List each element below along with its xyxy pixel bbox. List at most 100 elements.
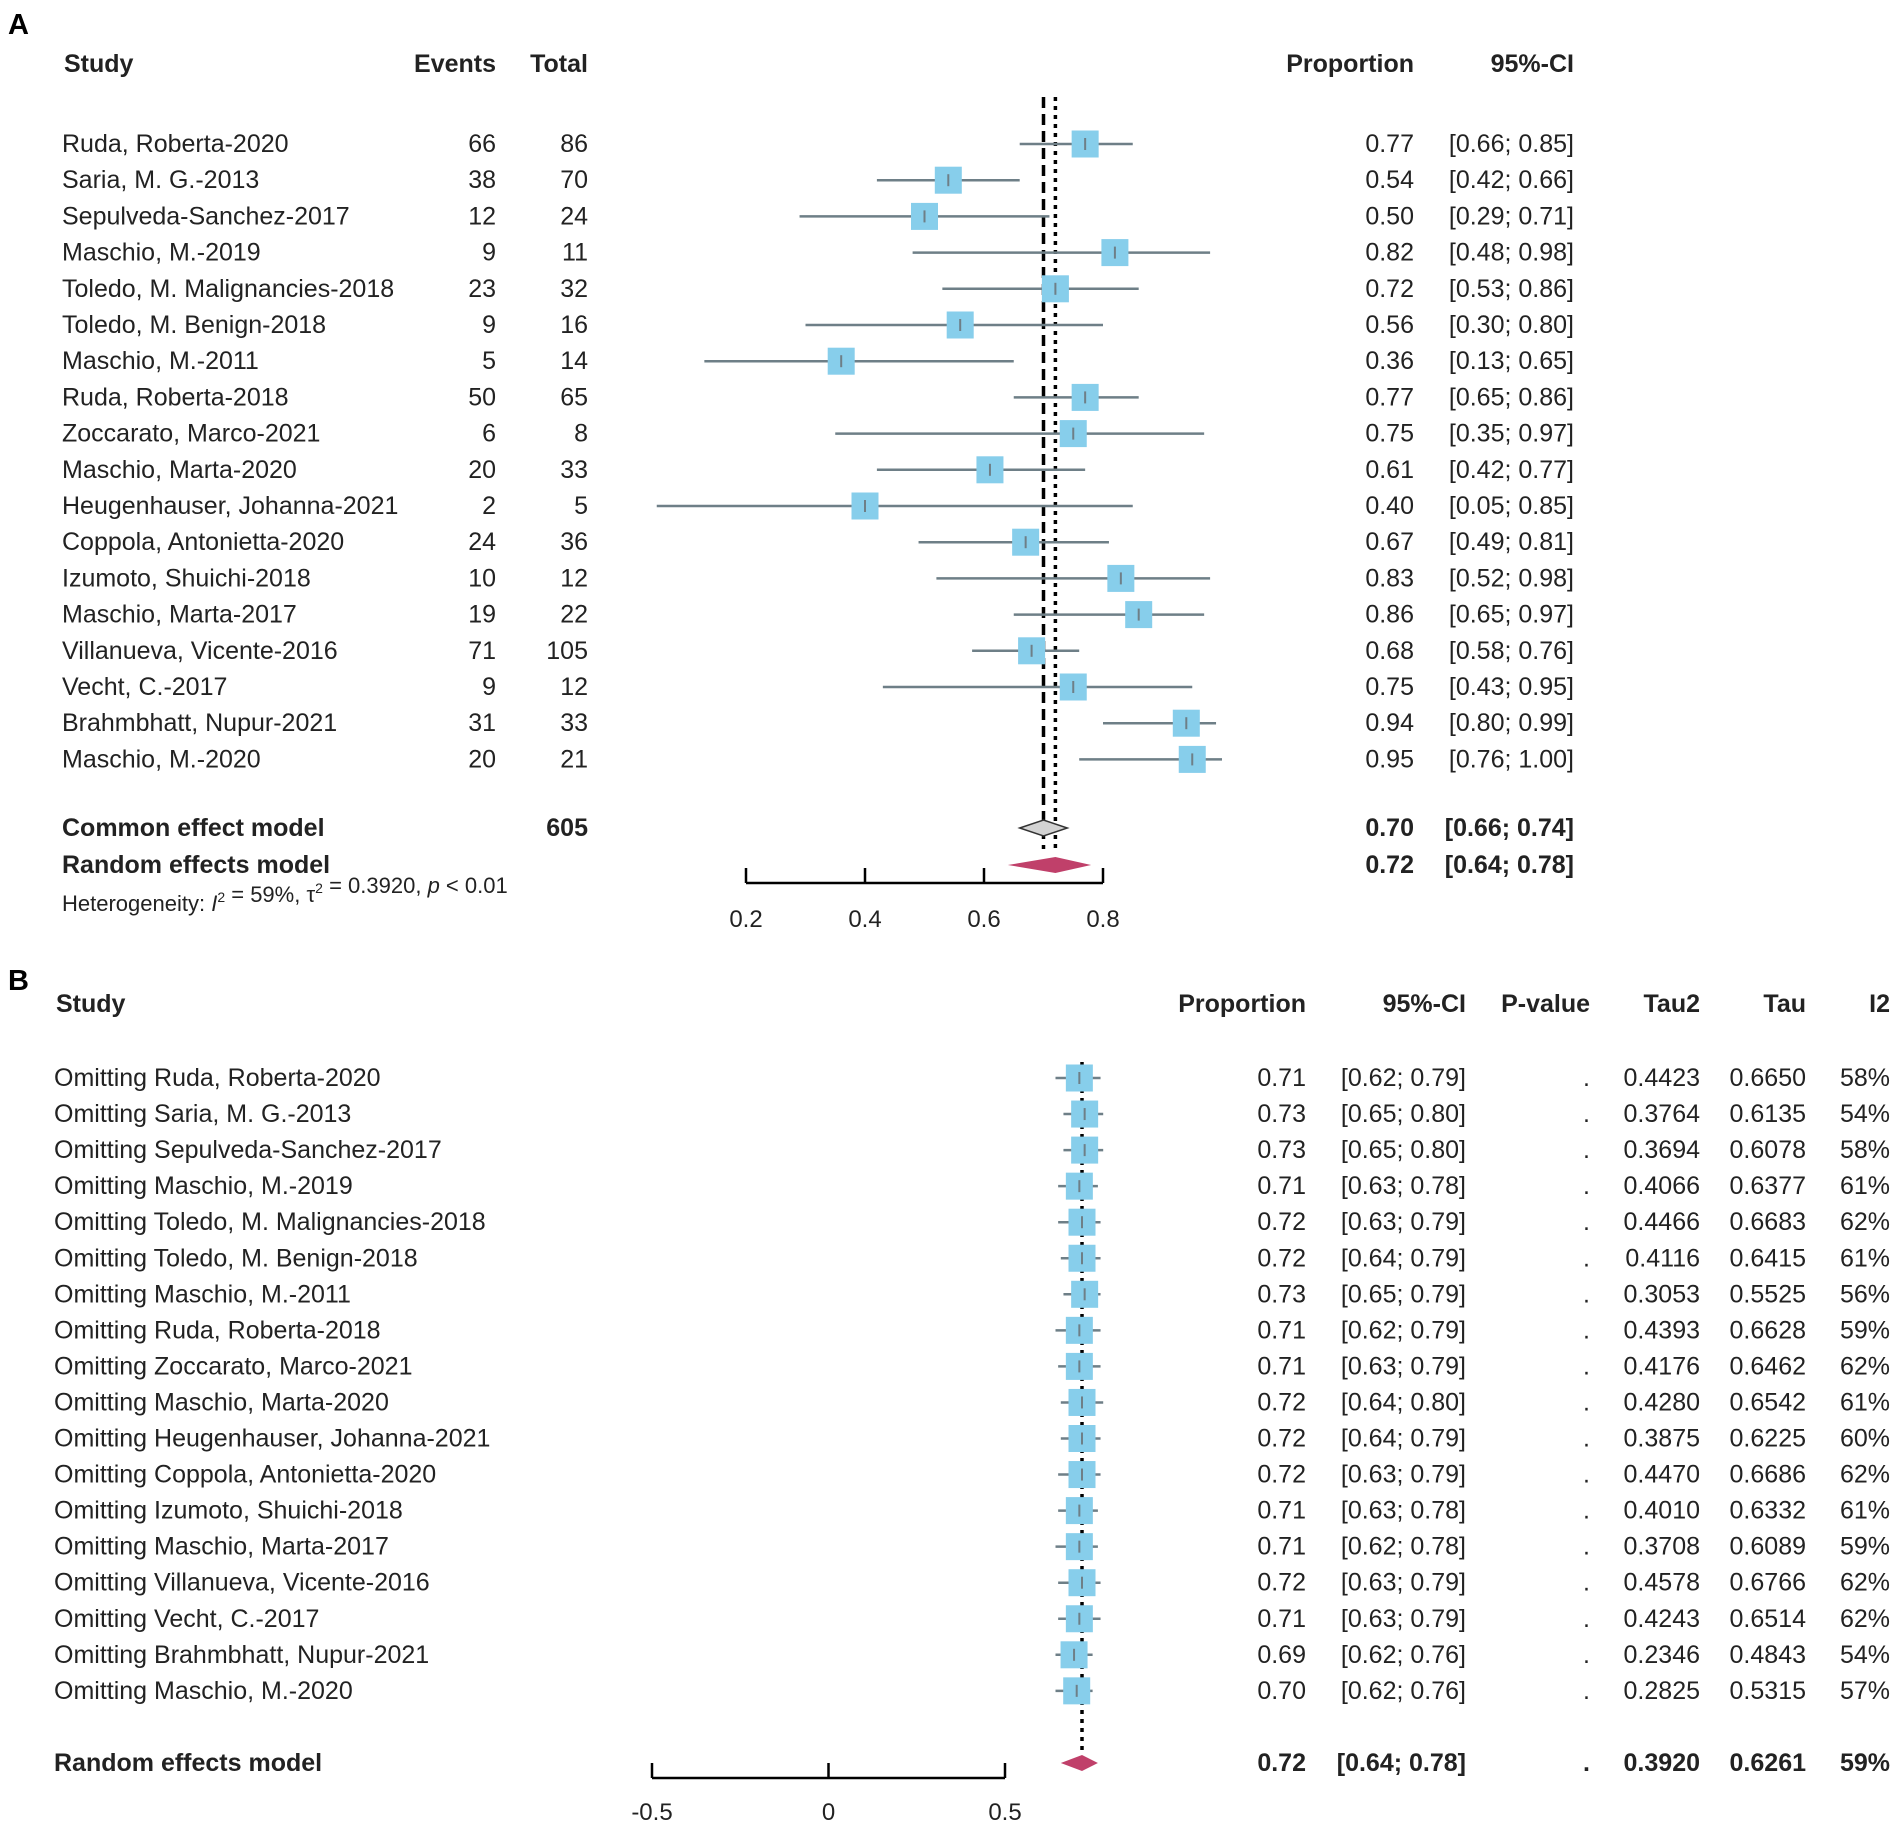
- study-events: 9: [482, 239, 496, 267]
- panel-label-a: A: [8, 9, 29, 41]
- random-effects-pvalue: .: [1583, 1749, 1590, 1777]
- header-study: Study: [56, 990, 126, 1018]
- study-name: Brahmbhatt, Nupur-2021: [62, 709, 337, 737]
- study-proportion: 0.73: [1257, 1100, 1306, 1128]
- study-name: Toledo, M. Benign-2018: [62, 311, 326, 339]
- study-pvalue: .: [1583, 1172, 1590, 1200]
- study-tau: 0.6686: [1730, 1461, 1806, 1489]
- study-name: Omitting Ruda, Roberta-2018: [54, 1316, 381, 1344]
- study-pvalue: .: [1583, 1461, 1590, 1489]
- study-tau: 0.6332: [1730, 1497, 1806, 1525]
- study-tau: 0.6078: [1730, 1136, 1806, 1164]
- x-tick-label: 0.6: [967, 906, 1000, 933]
- study-total: 14: [560, 347, 588, 375]
- study-total: 86: [560, 130, 588, 158]
- study-events: 31: [468, 709, 496, 737]
- study-ci: [0.05; 0.85]: [1449, 492, 1574, 520]
- study-ci: [0.63; 0.79]: [1341, 1208, 1466, 1236]
- study-pvalue: .: [1583, 1316, 1590, 1344]
- study-i2: 56%: [1840, 1280, 1890, 1308]
- study-name: Omitting Maschio, M.-2020: [54, 1677, 353, 1705]
- study-proportion: 0.72: [1365, 275, 1414, 303]
- study-pvalue: .: [1583, 1208, 1590, 1236]
- study-proportion: 0.61: [1365, 456, 1414, 484]
- study-tau2: 0.4466: [1624, 1208, 1700, 1236]
- study-events: 24: [468, 528, 496, 556]
- study-i2: 61%: [1840, 1172, 1890, 1200]
- header-proportion: Proportion: [1178, 990, 1306, 1018]
- heterogeneity-sup: 2: [315, 880, 323, 896]
- study-ci: [0.48; 0.98]: [1449, 239, 1574, 267]
- panel-label-b: B: [8, 965, 29, 997]
- study-ci: [0.63; 0.79]: [1341, 1461, 1466, 1489]
- study-events: 9: [482, 673, 496, 701]
- study-name: Sepulveda-Sanchez-2017: [62, 202, 350, 230]
- study-tau: 0.6542: [1730, 1388, 1806, 1416]
- heterogeneity-text: Heterogeneity: I2 = 59%, τ2 = 0.3920, p …: [62, 873, 508, 916]
- study-ci: [0.53; 0.86]: [1449, 275, 1574, 303]
- study-proportion: 0.71: [1257, 1352, 1306, 1380]
- study-events: 23: [468, 275, 496, 303]
- study-tau2: 0.3764: [1624, 1100, 1701, 1128]
- study-total: 24: [560, 202, 588, 230]
- study-ci: [0.80; 0.99]: [1449, 709, 1574, 737]
- study-tau: 0.6089: [1730, 1533, 1806, 1561]
- study-ci: [0.64; 0.79]: [1341, 1425, 1466, 1453]
- study-pvalue: .: [1583, 1677, 1590, 1705]
- study-events: 38: [468, 166, 496, 194]
- study-proportion: 0.95: [1365, 745, 1414, 773]
- study-i2: 58%: [1840, 1064, 1890, 1092]
- study-proportion: 0.40: [1365, 492, 1414, 520]
- study-i2: 59%: [1840, 1316, 1890, 1344]
- study-total: 11: [562, 239, 588, 267]
- study-ci: [0.63; 0.79]: [1341, 1569, 1466, 1597]
- study-total: 22: [560, 601, 588, 629]
- study-name: Omitting Maschio, Marta-2020: [54, 1388, 389, 1416]
- study-name: Omitting Villanueva, Vicente-2016: [54, 1569, 430, 1597]
- study-total: 70: [560, 166, 588, 194]
- random-effects-ci: [0.64; 0.78]: [1337, 1749, 1466, 1777]
- study-ci: [0.62; 0.79]: [1341, 1064, 1466, 1092]
- study-tau: 0.6628: [1730, 1316, 1806, 1344]
- common-effect-total: 605: [546, 814, 588, 842]
- study-pvalue: .: [1583, 1244, 1590, 1272]
- study-ci: [0.65; 0.79]: [1341, 1280, 1466, 1308]
- study-proportion: 0.77: [1365, 383, 1414, 411]
- study-pvalue: .: [1583, 1388, 1590, 1416]
- x-tick-label: 0.2: [729, 906, 762, 933]
- random-effects-ci: [0.64; 0.78]: [1445, 851, 1574, 879]
- study-ci: [0.52; 0.98]: [1449, 564, 1574, 592]
- study-proportion: 0.94: [1365, 709, 1414, 737]
- header-tau: Tau: [1763, 990, 1806, 1018]
- study-i2: 62%: [1840, 1208, 1890, 1236]
- study-tau: 0.6462: [1730, 1352, 1806, 1380]
- random-effects-diamond: [1060, 1755, 1098, 1771]
- study-proportion: 0.71: [1257, 1605, 1306, 1633]
- study-proportion: 0.83: [1365, 564, 1414, 592]
- study-proportion: 0.56: [1365, 311, 1414, 339]
- study-tau2: 0.4280: [1624, 1388, 1700, 1416]
- x-tick-label: 0.5: [988, 1799, 1021, 1826]
- heterogeneity-p-value: < 0.01: [440, 873, 508, 898]
- study-ci: [0.62; 0.76]: [1341, 1641, 1466, 1669]
- study-name: Maschio, M.-2011: [62, 347, 259, 375]
- study-events: 20: [468, 745, 496, 773]
- common-effect-diamond: [1017, 819, 1070, 837]
- study-proportion: 0.50: [1365, 202, 1414, 230]
- random-effects-i2: 59%: [1840, 1749, 1890, 1777]
- study-ci: [0.30; 0.80]: [1449, 311, 1574, 339]
- study-proportion: 0.72: [1257, 1569, 1306, 1597]
- study-total: 5: [574, 492, 588, 520]
- study-total: 12: [560, 564, 588, 592]
- header-pvalue: P-value: [1501, 990, 1590, 1018]
- study-total: 16: [560, 311, 588, 339]
- study-ci: [0.29; 0.71]: [1449, 202, 1574, 230]
- study-events: 10: [468, 564, 496, 592]
- study-name: Omitting Toledo, M. Malignancies-2018: [54, 1208, 486, 1236]
- study-i2: 61%: [1840, 1244, 1890, 1272]
- study-total: 105: [546, 637, 588, 665]
- study-name: Villanueva, Vicente-2016: [62, 637, 338, 665]
- study-tau2: 0.2346: [1624, 1641, 1700, 1669]
- study-total: 12: [560, 673, 588, 701]
- header-total: Total: [530, 50, 588, 78]
